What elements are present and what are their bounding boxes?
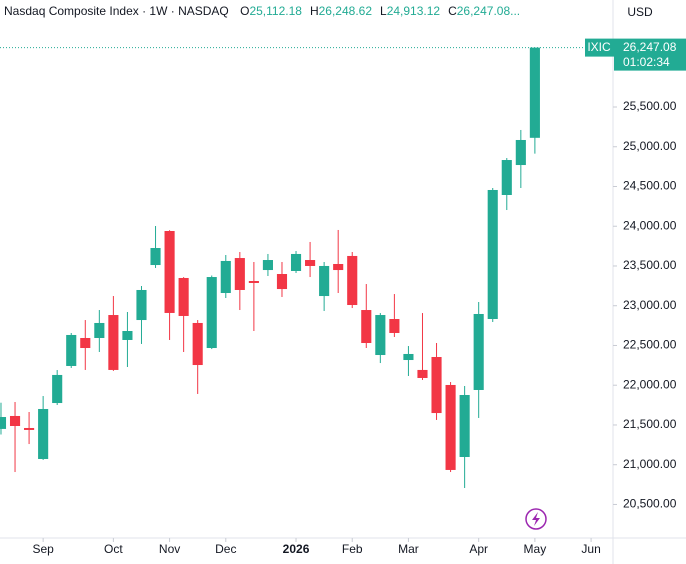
y-tick-label: 22,000.00 bbox=[623, 377, 677, 391]
x-tick-label: Nov bbox=[159, 542, 180, 556]
candle-body bbox=[290, 253, 302, 271]
candle-body bbox=[276, 274, 288, 290]
candle-body bbox=[333, 263, 344, 271]
x-tick-label: Feb bbox=[342, 542, 363, 556]
candle-body bbox=[431, 356, 442, 414]
candle-body bbox=[347, 255, 358, 306]
candle-body bbox=[0, 417, 7, 429]
candle-body bbox=[164, 231, 175, 313]
candle-body bbox=[80, 337, 91, 349]
y-tick-label: 24,000.00 bbox=[623, 218, 677, 232]
y-tick-label: 21,000.00 bbox=[623, 457, 677, 471]
candle-body bbox=[375, 315, 386, 356]
header: Nasdaq Composite Index · 1W · NASDAQ O25… bbox=[4, 4, 520, 18]
y-tick-label: 25,000.00 bbox=[623, 139, 677, 153]
y-tick-label: 25,500.00 bbox=[623, 99, 677, 113]
candle-body bbox=[515, 139, 526, 166]
candle-body bbox=[389, 319, 400, 333]
ohlc-key: C bbox=[448, 4, 457, 18]
candle-body bbox=[248, 281, 259, 283]
candle-body bbox=[66, 334, 77, 366]
countdown: 01:02:34 bbox=[623, 55, 670, 69]
y-tick-label: 23,500.00 bbox=[623, 258, 677, 272]
candle-body bbox=[178, 277, 189, 316]
x-tick-label: Apr bbox=[469, 542, 488, 556]
y-tick-label: 21,500.00 bbox=[623, 417, 677, 431]
ohlc-value: 25,112.18 bbox=[249, 4, 302, 18]
x-tick-label: 2026 bbox=[283, 542, 310, 556]
candle-body bbox=[403, 353, 414, 361]
price-badge bbox=[614, 38, 686, 71]
symbol-title: Nasdaq Composite Index · 1W · NASDAQ bbox=[4, 4, 229, 18]
candle-body bbox=[417, 369, 428, 378]
y-tick-label: 23,000.00 bbox=[623, 298, 677, 312]
candle-body bbox=[487, 189, 498, 320]
y-tick-label: 22,500.00 bbox=[623, 338, 677, 352]
y-tick-label: 20,500.00 bbox=[623, 497, 677, 511]
candle-body bbox=[136, 289, 147, 321]
candle-body bbox=[529, 47, 540, 138]
candle-body bbox=[52, 374, 63, 404]
ohlc-key: H bbox=[310, 4, 319, 18]
candle-body bbox=[319, 265, 330, 297]
x-tick-label: Mar bbox=[398, 542, 419, 556]
candle-body bbox=[206, 277, 217, 349]
candle-body bbox=[150, 248, 161, 266]
ohlc-value: 24,913.12 bbox=[387, 4, 441, 18]
event-icon[interactable] bbox=[525, 508, 547, 530]
candle-body bbox=[122, 331, 133, 340]
x-tick-label: May bbox=[524, 542, 547, 556]
plot-area bbox=[0, 47, 540, 488]
last-price-label: 26,247.08 bbox=[623, 40, 677, 54]
candle-body bbox=[473, 313, 484, 390]
ohlc-key: O bbox=[240, 4, 249, 18]
candle-body bbox=[108, 315, 119, 370]
candle-body bbox=[262, 260, 273, 271]
ohlc-key: L bbox=[380, 4, 387, 18]
truncation: ... bbox=[510, 4, 520, 18]
candle-body bbox=[501, 160, 512, 195]
candle-body bbox=[459, 394, 470, 457]
x-tick-label: Jun bbox=[581, 542, 600, 556]
candle-body bbox=[24, 427, 35, 430]
candle-body bbox=[220, 260, 231, 294]
x-tick-label: Sep bbox=[32, 542, 54, 556]
candle-body bbox=[305, 260, 316, 266]
candle-body bbox=[94, 322, 105, 338]
symbol-badge bbox=[585, 38, 614, 57]
candle-body bbox=[445, 384, 456, 470]
x-tick-label: Oct bbox=[104, 542, 123, 556]
candle-body bbox=[192, 322, 203, 366]
x-tick-label: Dec bbox=[215, 542, 236, 556]
ohlc-value: 26,248.62 bbox=[319, 4, 373, 18]
candle-body bbox=[9, 415, 21, 426]
currency: USD bbox=[627, 5, 653, 19]
candle-body bbox=[38, 408, 49, 459]
symbol-label: IXIC bbox=[587, 40, 611, 54]
candle-body bbox=[361, 310, 372, 344]
y-tick-label: 24,500.00 bbox=[623, 179, 677, 193]
candle-body bbox=[234, 258, 245, 290]
ohlc-value: 26,247.08 bbox=[457, 4, 511, 18]
